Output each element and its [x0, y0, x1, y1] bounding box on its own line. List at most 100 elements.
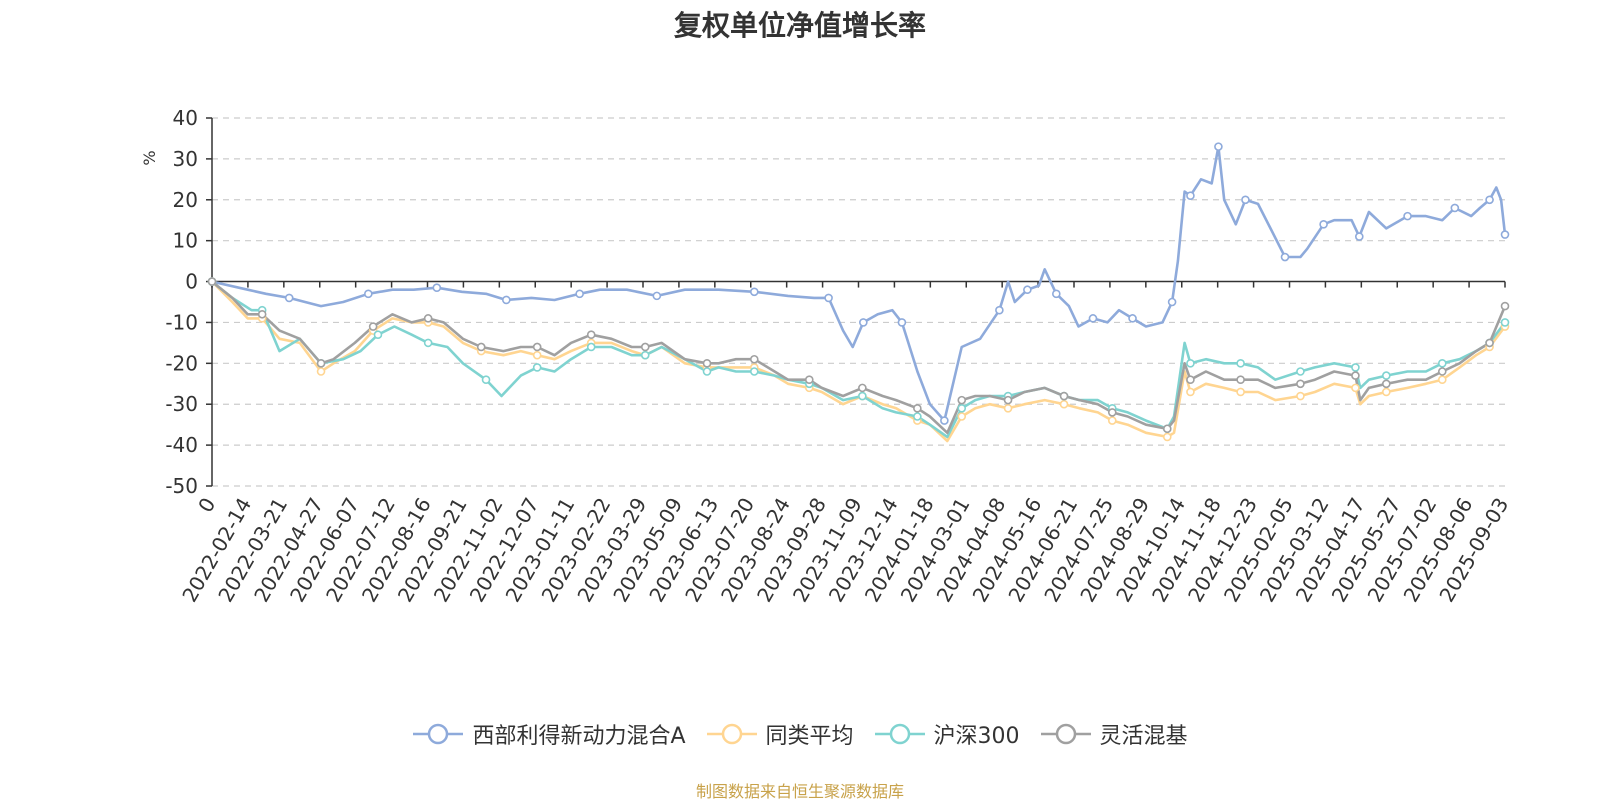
series-4-point — [1059, 391, 1069, 401]
grid-lines — [212, 117, 1505, 487]
series-4-point — [702, 359, 712, 368]
series-3-point — [1500, 318, 1510, 327]
series-3-point — [1186, 359, 1195, 368]
series-4-point — [1437, 367, 1447, 376]
series-4-point — [423, 314, 433, 323]
series-3-point — [1437, 359, 1447, 368]
series-3-point — [957, 404, 967, 413]
series-line-1 — [211, 145, 1507, 422]
y-tick-label: -50 — [165, 474, 198, 498]
legend-item[interactable]: 同类平均 — [706, 718, 854, 750]
series-2-point — [1059, 399, 1069, 409]
series-4-point — [1351, 371, 1360, 380]
y-tick-label: -20 — [165, 351, 198, 375]
series-3-point — [640, 350, 650, 360]
series-4-point — [368, 322, 378, 331]
x-tick-label: 0 — [193, 494, 220, 517]
y-axis-unit-label: % — [140, 150, 159, 165]
series-1-point — [995, 305, 1004, 315]
y-tick-label: -30 — [165, 392, 198, 416]
legend-label: 西部利得新动力混合A — [472, 724, 686, 749]
series-1-point — [1241, 195, 1250, 205]
y-tick-label: 20 — [173, 188, 198, 212]
series-4-point — [532, 342, 542, 352]
legend: 西部利得新动力混合A 同类平均 沪深300 灵活混基 — [0, 718, 1600, 750]
series-2-point — [1186, 387, 1195, 397]
series-3-point — [858, 391, 867, 401]
series-4-point — [1236, 375, 1245, 384]
series-1-point — [502, 295, 511, 305]
series-4-point — [1382, 379, 1391, 389]
series-3-point — [423, 338, 433, 348]
legend-item[interactable]: 沪深300 — [874, 718, 1020, 750]
series-2-point — [1296, 391, 1305, 401]
legend-item[interactable]: 灵活混基 — [1040, 718, 1188, 750]
series-3-point — [702, 367, 712, 376]
legend-label: 同类平均 — [765, 724, 854, 749]
legend-item[interactable]: 西部利得新动力混合A — [412, 718, 686, 750]
series-2-point — [1236, 387, 1245, 397]
series-1-point — [1052, 289, 1061, 299]
legend-swatch-icon — [413, 723, 464, 745]
series-4-point — [749, 354, 759, 364]
legend-label: 沪深300 — [933, 724, 1020, 749]
series-3-point — [1296, 367, 1305, 376]
y-tick-label: 10 — [173, 229, 198, 253]
series-4-point — [316, 359, 326, 368]
series-4-point — [913, 404, 922, 413]
series-2-point — [1003, 404, 1013, 413]
series-3-point — [1351, 363, 1360, 372]
legend-swatch-icon — [1040, 723, 1091, 745]
series-4-point — [1162, 424, 1172, 434]
series-3-point — [481, 375, 491, 384]
legend-swatch-icon — [706, 723, 757, 745]
series-3-point — [913, 412, 922, 421]
series-1-point — [1023, 285, 1032, 295]
series-3-point — [1382, 371, 1391, 380]
series-1-point — [364, 289, 373, 299]
series-3-point — [373, 330, 383, 340]
series-4-point — [1500, 301, 1510, 311]
series-1-point — [1128, 314, 1137, 323]
series-4-point — [1485, 338, 1494, 348]
series-line-4 — [211, 280, 1507, 435]
series-1-point — [1485, 195, 1494, 205]
y-tick-label: 30 — [173, 147, 198, 171]
series-4-point — [640, 342, 650, 352]
series-3-point — [532, 363, 542, 372]
series-4-point — [804, 375, 814, 384]
series-4-point — [1107, 408, 1117, 417]
legend-swatch-icon — [874, 723, 925, 745]
series-1-point — [1500, 230, 1510, 239]
series-1-point — [1088, 314, 1098, 323]
series-1-point — [1280, 252, 1290, 262]
y-tick-label: -40 — [165, 433, 198, 457]
series-1-point — [1319, 220, 1328, 229]
legend-label: 灵活混基 — [1099, 724, 1188, 749]
series-3-point — [1236, 359, 1245, 368]
series-1-point — [749, 287, 759, 297]
series-2-point — [532, 350, 542, 360]
series-1-point — [824, 293, 833, 303]
series-4-point — [476, 342, 486, 352]
series-3-point — [749, 367, 759, 376]
series-4-point — [858, 383, 867, 393]
series-4-point — [1186, 375, 1195, 384]
series-1-point — [652, 291, 662, 301]
y-tick-label: -10 — [165, 310, 198, 334]
series-1-point — [284, 293, 294, 303]
series-4-point — [586, 330, 596, 340]
series-1-point — [1167, 297, 1177, 307]
series-1-point — [575, 289, 584, 299]
series-line-2 — [211, 280, 1507, 443]
series-lines — [211, 145, 1507, 443]
series-1-point — [1214, 142, 1223, 151]
y-tick-label: 0 — [185, 270, 198, 294]
series-1-point — [859, 318, 868, 327]
chart-title: 复权单位净值增长率 — [673, 9, 926, 42]
series-1-point — [1186, 191, 1195, 200]
series-2-point — [1437, 375, 1447, 384]
source-note: 制图数据来自恒生聚源数据库 — [695, 782, 904, 801]
series-4-point — [207, 277, 217, 286]
